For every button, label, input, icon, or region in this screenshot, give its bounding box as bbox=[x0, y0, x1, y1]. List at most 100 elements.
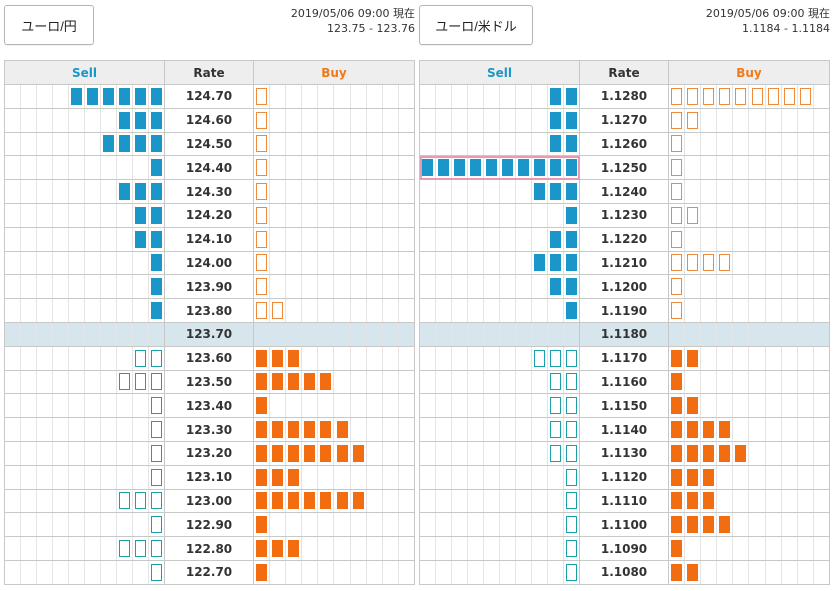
buy-volume-block bbox=[735, 444, 747, 462]
rate-value: 1.1160 bbox=[579, 369, 669, 395]
buy-depth-cell bbox=[668, 321, 830, 347]
sell-volume-block bbox=[566, 444, 577, 462]
sell-depth-cell bbox=[419, 393, 580, 419]
sell-depth-cell bbox=[419, 84, 580, 109]
buy-volume-block bbox=[304, 444, 316, 462]
buy-volume-block bbox=[256, 468, 268, 486]
sell-volume-block bbox=[534, 349, 545, 367]
buy-volume-block bbox=[352, 444, 364, 462]
buy-volume-block bbox=[272, 302, 284, 320]
sell-volume-block bbox=[151, 302, 162, 320]
buy-depth-cell bbox=[668, 512, 830, 538]
buy-volume-block bbox=[687, 563, 699, 581]
sell-depth-cell bbox=[4, 488, 165, 514]
buy-volume-block bbox=[687, 468, 699, 486]
currency-pair-button-eurusd[interactable]: ユーロ/米ドル bbox=[419, 5, 533, 45]
table-row: 1.1160 bbox=[419, 369, 830, 395]
sell-volume-block bbox=[151, 230, 162, 248]
buy-volume-block bbox=[783, 87, 795, 105]
sell-volume-block bbox=[135, 183, 146, 201]
rate-value: 123.90 bbox=[164, 274, 254, 300]
sell-depth-cell bbox=[419, 559, 580, 585]
sell-volume-block bbox=[438, 159, 449, 177]
rate-value: 123.30 bbox=[164, 417, 254, 442]
quote-info: 2019/05/06 09:00 現在 1.1184 - 1.1184 bbox=[706, 6, 830, 36]
table-row: 1.1080 bbox=[419, 559, 830, 585]
buy-volume-block bbox=[703, 492, 715, 510]
rate-header: Rate bbox=[164, 60, 254, 85]
buy-depth-cell bbox=[253, 226, 415, 252]
buy-volume-block bbox=[671, 159, 683, 177]
rate-value: 1.1170 bbox=[579, 345, 669, 371]
buy-depth-cell bbox=[253, 393, 415, 419]
buy-volume-block bbox=[256, 87, 268, 105]
sell-header: Sell bbox=[4, 60, 165, 85]
sell-volume-block bbox=[151, 492, 162, 510]
sell-depth-cell bbox=[419, 417, 580, 442]
buy-volume-block bbox=[256, 492, 268, 510]
buy-depth-cell bbox=[253, 250, 415, 276]
buy-depth-cell bbox=[668, 179, 830, 204]
buy-volume-block bbox=[256, 397, 268, 415]
sell-volume-block bbox=[534, 254, 545, 272]
buy-depth-cell bbox=[253, 488, 415, 514]
buy-volume-block bbox=[671, 444, 683, 462]
sell-volume-block bbox=[135, 111, 146, 129]
buy-volume-block bbox=[288, 492, 300, 510]
buy-volume-block bbox=[352, 492, 364, 510]
buy-volume-block bbox=[272, 421, 284, 439]
sell-volume-block bbox=[566, 349, 577, 367]
sell-volume-block bbox=[151, 135, 162, 153]
buy-volume-block bbox=[703, 254, 715, 272]
buy-volume-block bbox=[671, 397, 683, 415]
table-row: 123.70 bbox=[4, 321, 415, 347]
table-header-row: Sell Rate Buy bbox=[4, 60, 415, 85]
buy-volume-block bbox=[256, 230, 268, 248]
rate-header: Rate bbox=[579, 60, 669, 85]
sell-volume-block bbox=[550, 111, 561, 129]
table-row: 124.10 bbox=[4, 226, 415, 252]
sell-volume-block bbox=[566, 278, 577, 296]
buy-volume-block bbox=[256, 444, 268, 462]
table-row: 1.1230 bbox=[419, 202, 830, 228]
table-row: 1.1100 bbox=[419, 512, 830, 538]
buy-volume-block bbox=[687, 206, 699, 224]
rate-value: 1.1090 bbox=[579, 536, 669, 561]
buy-depth-cell bbox=[668, 155, 830, 181]
sell-depth-cell bbox=[4, 393, 165, 419]
buy-depth-cell bbox=[668, 202, 830, 228]
sell-volume-block bbox=[151, 206, 162, 224]
sell-depth-cell bbox=[4, 179, 165, 204]
table-row: 123.40 bbox=[4, 393, 415, 419]
buy-volume-block bbox=[687, 444, 699, 462]
buy-volume-block bbox=[671, 230, 683, 248]
bid-ask-quote: 123.75 - 123.76 bbox=[327, 22, 415, 35]
rate-value: 124.00 bbox=[164, 250, 254, 276]
table-row: 1.1190 bbox=[419, 298, 830, 323]
rate-value: 1.1240 bbox=[579, 179, 669, 204]
sell-volume-block bbox=[151, 349, 162, 367]
table-header-row: Sell Rate Buy bbox=[419, 60, 830, 85]
sell-volume-block bbox=[119, 87, 130, 105]
buy-depth-cell bbox=[253, 369, 415, 395]
sell-volume-block bbox=[119, 540, 130, 558]
buy-depth-cell bbox=[253, 345, 415, 371]
sell-volume-block bbox=[87, 87, 98, 105]
buy-volume-block bbox=[703, 468, 715, 486]
buy-volume-block bbox=[320, 444, 332, 462]
buy-volume-block bbox=[799, 87, 811, 105]
sell-depth-cell bbox=[4, 321, 165, 347]
sell-volume-block bbox=[550, 230, 561, 248]
table-row: 1.1170 bbox=[419, 345, 830, 371]
sell-volume-block bbox=[135, 206, 146, 224]
sell-volume-block bbox=[135, 373, 146, 391]
sell-depth-cell bbox=[4, 131, 165, 157]
buy-depth-cell bbox=[253, 298, 415, 323]
buy-volume-block bbox=[687, 516, 699, 534]
buy-volume-block bbox=[703, 87, 715, 105]
buy-depth-cell bbox=[253, 417, 415, 442]
currency-pair-button-eurjpy[interactable]: ユーロ/円 bbox=[4, 5, 94, 45]
buy-volume-block bbox=[288, 468, 300, 486]
rate-value: 124.30 bbox=[164, 179, 254, 204]
table-row: 124.40 bbox=[4, 155, 415, 181]
